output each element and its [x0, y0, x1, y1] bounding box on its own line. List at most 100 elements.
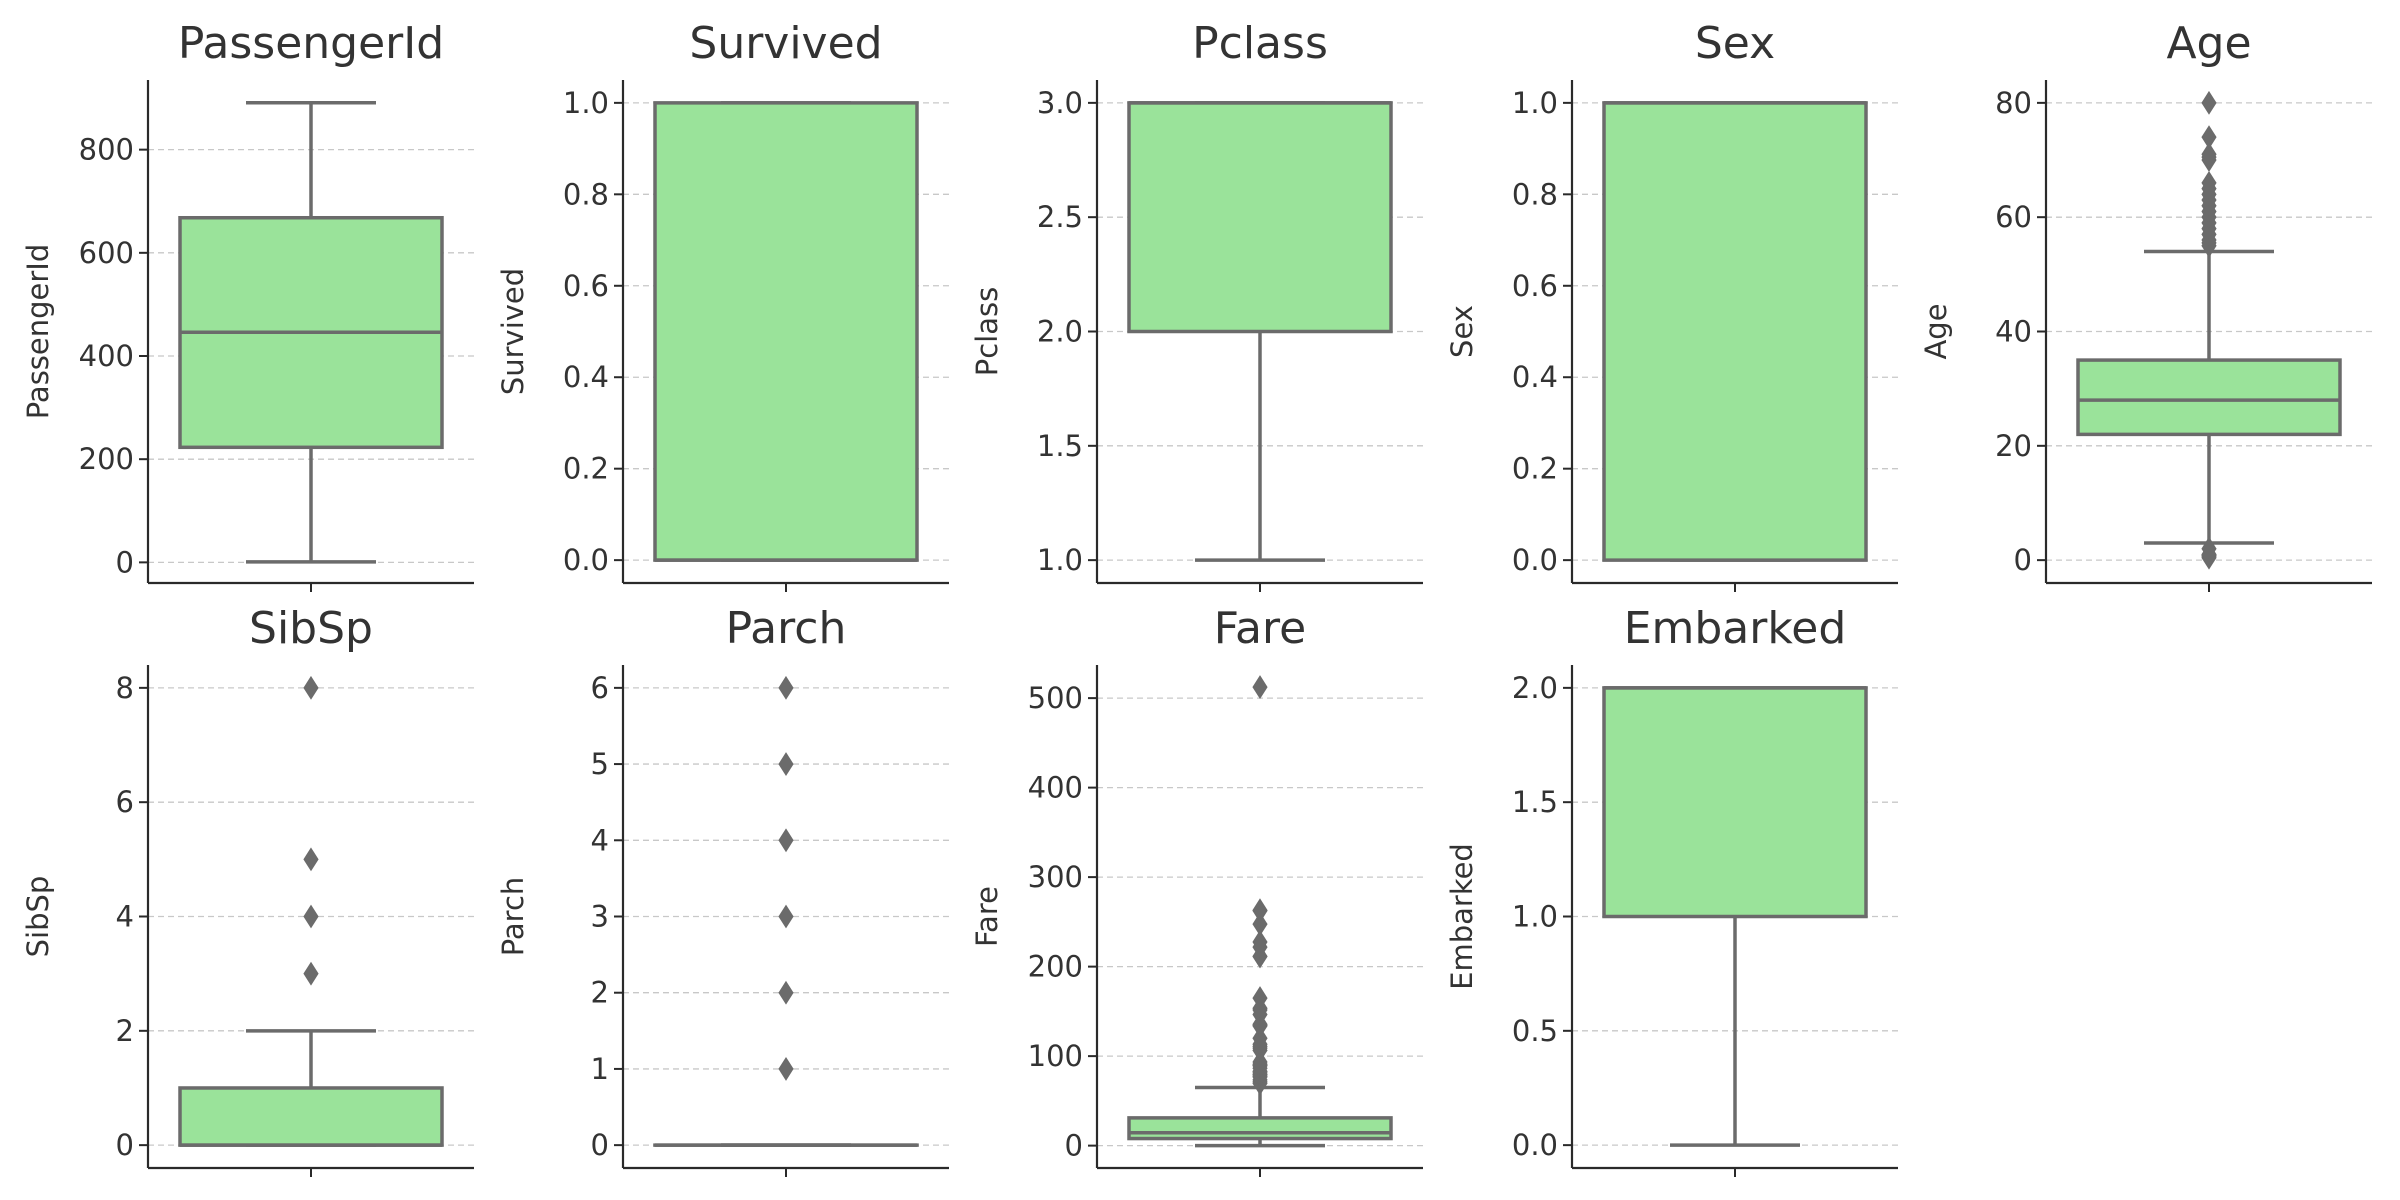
- subplot-parch: 0 1 2 3 4 5 6 Parch Parch: [496, 603, 949, 1177]
- y-tick-label: 1.0: [1037, 543, 1083, 577]
- y-tick-label: 0: [116, 545, 134, 579]
- outlier-point: [2201, 142, 2217, 167]
- iqr-box: [1602, 686, 1868, 919]
- iqr-box: [1127, 101, 1393, 334]
- y-tick-label: 0.2: [1512, 452, 1558, 486]
- y-tick-label: 1.0: [563, 86, 609, 120]
- outlier-point: [778, 1056, 794, 1081]
- y-tick-label: 1: [591, 1052, 609, 1086]
- y-tick-label: 0.4: [563, 360, 609, 394]
- y-tick-label: 200: [79, 442, 134, 476]
- y-tick-label: 6: [116, 785, 134, 819]
- outlier-point: [303, 904, 319, 929]
- y-tick-label: 0.8: [1512, 177, 1558, 211]
- outlier-point: [1252, 912, 1268, 937]
- outlier-point: [778, 675, 794, 700]
- y-tick-label: 1.0: [1512, 86, 1558, 120]
- y-tick-label: 0.8: [563, 177, 609, 211]
- y-tick-label: 2.0: [1037, 315, 1083, 349]
- subplot-fare: 0 100 200 300 400 500 Fare Fare: [970, 603, 1423, 1177]
- subplot-age: 0 20 40 60 80 Age Age: [1919, 18, 2372, 592]
- subplot-sex: 0.0 0.2 0.4 0.6 0.8 1.0 Sex Sex: [1445, 18, 1898, 592]
- y-tick-label: 400: [79, 339, 134, 373]
- y-tick-label: 2: [116, 1014, 134, 1048]
- outlier-point: [1252, 1026, 1268, 1051]
- y-tick-label: 4: [116, 900, 134, 934]
- y-tick-label: 0.6: [563, 269, 609, 303]
- outlier-point: [2201, 125, 2217, 150]
- y-tick-label: 400: [1028, 771, 1083, 805]
- outlier-point: [303, 675, 319, 700]
- y-axis-label: Embarked: [1445, 843, 1479, 990]
- subplot-title: Parch: [726, 603, 847, 654]
- y-tick-label: 0.0: [563, 543, 609, 577]
- y-tick-label: 5: [591, 747, 609, 781]
- outlier-point: [1252, 898, 1268, 923]
- y-tick-label: 300: [1028, 860, 1083, 894]
- outlier-point: [2201, 536, 2217, 561]
- subplot-title: Age: [2166, 18, 2251, 69]
- y-tick-label: 3.0: [1037, 86, 1083, 120]
- outlier-point: [303, 847, 319, 872]
- y-tick-label: 800: [79, 133, 134, 167]
- outlier-point: [303, 961, 319, 986]
- y-tick-label: 0.2: [563, 452, 609, 486]
- subplot-title: Embarked: [1624, 603, 1847, 654]
- y-axis-label: PassengerId: [21, 244, 55, 420]
- y-axis-label: Age: [1919, 303, 1953, 359]
- y-tick-label: 60: [1995, 200, 2032, 234]
- y-tick-label: 500: [1028, 681, 1083, 715]
- y-tick-label: 2: [591, 976, 609, 1010]
- subplot-passengerid: 0 200 400 600 800 PassengerId PassengerId: [21, 18, 474, 592]
- subplot-title: PassengerId: [178, 18, 444, 69]
- y-tick-label: 0: [2014, 543, 2032, 577]
- outlier-point: [1252, 675, 1268, 700]
- subplot-pclass: 1.0 1.5 2.0 2.5 3.0 Pclass Pclass: [970, 18, 1423, 592]
- iqr-box: [1602, 101, 1868, 562]
- y-tick-label: 40: [1995, 315, 2032, 349]
- iqr-box: [653, 101, 919, 562]
- iqr-box: [1127, 1116, 1393, 1141]
- y-tick-label: 1.5: [1512, 785, 1558, 819]
- y-axis-label: Survived: [496, 268, 530, 395]
- outlier-point: [778, 980, 794, 1005]
- outlier-point: [1252, 986, 1268, 1010]
- y-axis-label: SibSp: [21, 876, 55, 958]
- y-tick-label: 2.5: [1037, 200, 1083, 234]
- outlier-point: [2201, 170, 2217, 195]
- subplot-title: Sex: [1695, 18, 1775, 69]
- y-tick-label: 0.5: [1512, 1014, 1558, 1048]
- iqr-box: [178, 1086, 444, 1147]
- y-tick-label: 1.0: [1512, 900, 1558, 934]
- subplot-sibsp: 0 2 4 6 8 SibSp SibSp: [21, 603, 474, 1177]
- y-tick-label: 8: [116, 671, 134, 705]
- outlier-point: [778, 752, 794, 777]
- y-tick-label: 4: [591, 823, 609, 857]
- y-tick-label: 600: [79, 236, 134, 270]
- y-tick-label: 1.5: [1037, 429, 1083, 463]
- subplot-survived: 0.0 0.2 0.4 0.6 0.8 1.0 Survived Survived: [496, 18, 949, 592]
- subplot-title: Survived: [689, 18, 882, 69]
- outlier-point: [778, 828, 794, 853]
- y-tick-label: 0: [116, 1128, 134, 1162]
- y-axis-label: Pclass: [970, 287, 1004, 376]
- y-axis-label: Sex: [1445, 305, 1479, 358]
- y-tick-label: 20: [1995, 429, 2032, 463]
- y-tick-label: 6: [591, 671, 609, 705]
- y-tick-label: 0.6: [1512, 269, 1558, 303]
- y-tick-label: 80: [1995, 86, 2032, 120]
- y-tick-label: 200: [1028, 950, 1083, 984]
- y-tick-label: 3: [591, 900, 609, 934]
- y-axis-label: Parch: [496, 877, 530, 957]
- subplot-title: SibSp: [249, 603, 373, 654]
- y-tick-label: 0: [591, 1128, 609, 1162]
- y-tick-label: 0.0: [1512, 1128, 1558, 1162]
- outlier-point: [778, 904, 794, 929]
- y-axis-label: Fare: [970, 886, 1004, 947]
- subplot-embarked: 0.0 0.5 1.0 1.5 2.0 Embarked Embarked: [1445, 603, 1898, 1177]
- iqr-box: [2076, 358, 2342, 437]
- subplot-title: Fare: [1214, 603, 1306, 654]
- outlier-point: [2201, 90, 2217, 115]
- outlier-point: [1252, 930, 1268, 954]
